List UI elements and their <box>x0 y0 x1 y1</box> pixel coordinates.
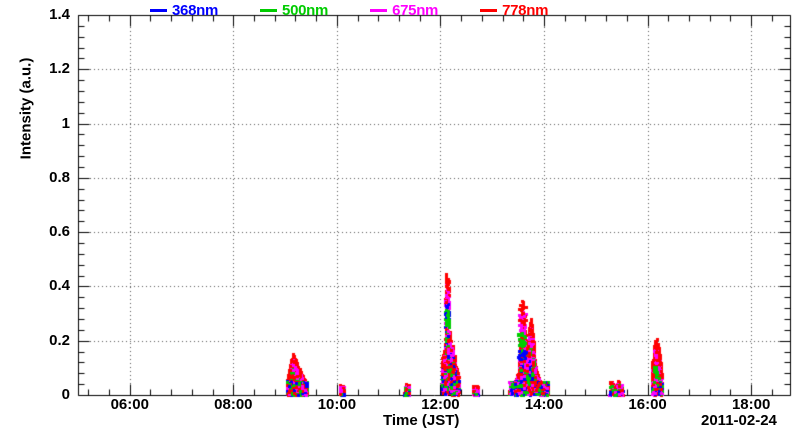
legend-entry-675nm: 675nm <box>370 2 438 19</box>
legend-entry-368nm: 368nm <box>150 2 218 19</box>
x-tick-label: 16:00 <box>628 396 667 413</box>
x-axis-title: Time (JST) <box>383 412 460 429</box>
y-tick-label: 0.2 <box>49 331 70 349</box>
y-tick-label: 1.4 <box>49 6 70 23</box>
y-tick-label: 0.8 <box>49 168 70 186</box>
x-tick-label: 06:00 <box>110 396 149 413</box>
legend-swatch-368nm <box>150 8 167 12</box>
x-tick-label: 10:00 <box>317 396 357 413</box>
y-tick-label: 0.6 <box>49 223 70 241</box>
legend-entry-500nm: 500nm <box>260 2 328 19</box>
y-axis-title: Intensity (a.u.) <box>17 57 35 160</box>
legend-swatch-778nm <box>480 8 498 12</box>
y-tick-label: 1 <box>61 114 70 132</box>
legend-swatch-675nm <box>370 8 388 12</box>
legend-label-675nm: 675nm <box>392 1 439 19</box>
legend-entry-778nm: 778nm <box>480 2 548 19</box>
legend-swatch-500nm <box>260 8 278 12</box>
x-tick-label: 18:00 <box>731 396 771 413</box>
legend-label-500nm: 500nm <box>282 1 329 19</box>
y-tick-label: 0.4 <box>49 277 70 295</box>
date-annotation: 2011-02-24 <box>701 412 777 429</box>
x-tick-label: 14:00 <box>524 396 564 413</box>
legend-label-368nm: 368nm <box>172 1 219 19</box>
y-tick-label: 0 <box>61 386 70 403</box>
chart-legend: 368nm 500nm 675nm 778nm <box>150 1 750 19</box>
legend-label-778nm: 778nm <box>502 1 549 19</box>
y-tick-label: 1.2 <box>49 60 70 78</box>
x-tick-label: 08:00 <box>214 396 253 413</box>
x-tick-label: 12:00 <box>421 396 460 413</box>
